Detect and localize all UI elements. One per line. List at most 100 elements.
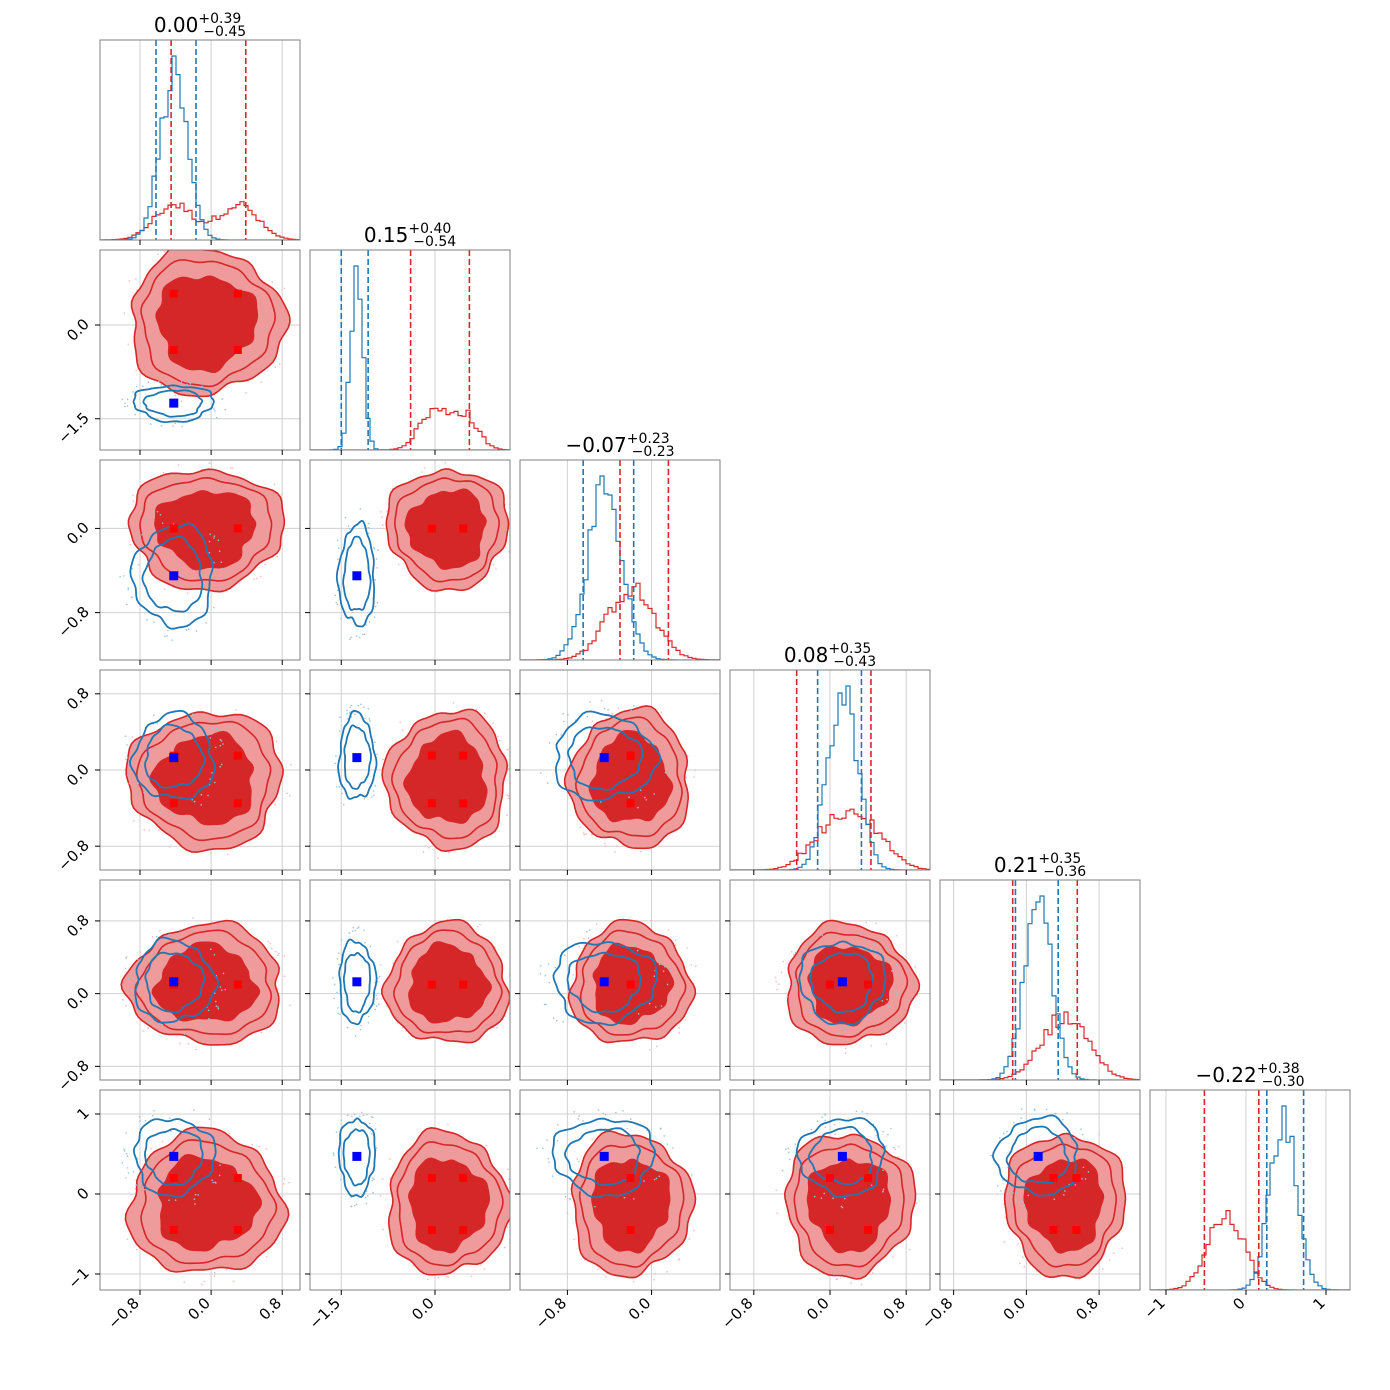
blue-sample-point bbox=[166, 635, 168, 637]
blue-sample-point bbox=[563, 720, 565, 723]
blue-sample-point bbox=[1087, 1171, 1090, 1173]
red-sample-point bbox=[579, 826, 582, 829]
blue-sample-point bbox=[554, 966, 557, 969]
blue-sample-point bbox=[363, 798, 366, 800]
blue-sample-point bbox=[136, 958, 139, 961]
red-sample-point bbox=[897, 1145, 900, 1148]
blue-sample-point bbox=[1034, 1109, 1036, 1112]
x-tick-label: −1 bbox=[1140, 1294, 1168, 1322]
red-sample-point bbox=[674, 944, 677, 947]
red-sample-point bbox=[162, 471, 165, 474]
blue-sample-point bbox=[374, 578, 377, 581]
blue-sample-point bbox=[547, 1157, 550, 1160]
blue-sample-point bbox=[186, 383, 188, 386]
red-sample-point bbox=[695, 965, 697, 967]
panel-4-1 bbox=[305, 879, 511, 1085]
red-sample-point bbox=[283, 955, 286, 957]
red-sample-point bbox=[583, 1259, 586, 1261]
y-tick-label: 0.8 bbox=[63, 684, 93, 714]
blue-contour-inner bbox=[141, 535, 204, 613]
red-sample-point bbox=[860, 1283, 863, 1286]
blue-sample-point bbox=[213, 953, 216, 956]
red-sample-point bbox=[870, 1044, 873, 1047]
panel-content bbox=[730, 670, 930, 870]
blue-sample-point bbox=[895, 964, 898, 966]
blue-sample-point bbox=[790, 962, 793, 965]
blue-sample-point bbox=[657, 958, 660, 961]
red-sample-point bbox=[452, 702, 455, 704]
red-sample-point bbox=[135, 278, 137, 280]
blue-sample-point bbox=[860, 931, 863, 933]
blue-sample-point bbox=[153, 621, 155, 623]
blue-sample-point bbox=[147, 1021, 150, 1024]
blue-sample-point bbox=[126, 398, 129, 401]
blue-contour-inner bbox=[807, 1125, 873, 1185]
blue-contour-outer bbox=[337, 1117, 377, 1198]
blue-sample-point bbox=[588, 802, 591, 804]
red-sample-point bbox=[511, 806, 513, 808]
blue-sample-point bbox=[143, 1188, 146, 1191]
red-sample-point bbox=[184, 246, 186, 248]
red-sample-point bbox=[158, 829, 160, 832]
red-sample-point bbox=[597, 1268, 600, 1271]
red-sample-point bbox=[639, 850, 642, 853]
blue-contour-inner bbox=[809, 952, 875, 1014]
red-sample-point bbox=[507, 767, 510, 770]
red-sample-point bbox=[379, 1194, 382, 1197]
x-tick-label: 0.8 bbox=[879, 1294, 909, 1324]
blue-sample-point bbox=[334, 762, 337, 765]
red-sample-point bbox=[1019, 1262, 1021, 1265]
blue-sample-point bbox=[600, 801, 602, 803]
red-sample-point bbox=[131, 736, 134, 738]
panel-content bbox=[940, 1090, 1140, 1290]
blue-sample-point bbox=[540, 772, 542, 774]
red-sample-point bbox=[139, 951, 142, 953]
blue-sample-point bbox=[200, 938, 202, 940]
red-sample-point bbox=[690, 964, 693, 966]
blue-sample-point bbox=[847, 1032, 849, 1035]
blue-sample-point bbox=[1003, 1189, 1006, 1192]
blue-sample-point bbox=[201, 1024, 204, 1026]
red-sample-point bbox=[157, 253, 159, 256]
blue-sample-point bbox=[813, 1195, 816, 1198]
blue-sample-point bbox=[220, 989, 223, 991]
blue-sample-point bbox=[349, 638, 351, 641]
blue-sample-point bbox=[645, 799, 648, 801]
red-contour-core bbox=[404, 488, 487, 570]
blue-sample-point bbox=[890, 970, 893, 972]
blue-sample-point bbox=[346, 709, 348, 712]
red-sample-point bbox=[792, 953, 795, 956]
blue-histogram bbox=[100, 55, 300, 240]
blue-contour-inner bbox=[342, 535, 372, 611]
red-sample-point bbox=[201, 1283, 203, 1286]
red-sample-point bbox=[169, 845, 171, 848]
blue-sample-point bbox=[159, 513, 162, 516]
red-sample-point bbox=[381, 1178, 384, 1180]
red-sample-point bbox=[582, 832, 585, 834]
panel-content bbox=[100, 1090, 300, 1290]
blue-sample-point bbox=[800, 1181, 802, 1184]
blue-sample-point bbox=[150, 516, 152, 519]
red-sample-point bbox=[208, 462, 211, 465]
blue-sample-point bbox=[797, 1161, 800, 1164]
blue-sample-point bbox=[217, 1006, 219, 1008]
red-contour-core bbox=[151, 941, 261, 1022]
blue-sample-point bbox=[127, 587, 130, 589]
blue-sample-point bbox=[219, 744, 222, 747]
red-sample-point bbox=[1006, 1166, 1009, 1169]
red-sample-point bbox=[479, 1264, 482, 1266]
red-sample-point bbox=[161, 1140, 164, 1143]
blue-sample-point bbox=[600, 699, 603, 702]
blue-sample-point bbox=[359, 1115, 361, 1118]
blue-sample-point bbox=[588, 929, 591, 931]
blue-sample-point bbox=[334, 1166, 337, 1169]
blue-contour-inner bbox=[343, 724, 372, 790]
blue-sample-point bbox=[132, 391, 135, 393]
panel-content bbox=[520, 1090, 720, 1290]
panel-title: 0.15+0.40 −0.54 bbox=[364, 221, 456, 250]
blue-sample-point bbox=[357, 926, 360, 928]
blue-sample-point bbox=[821, 1116, 823, 1119]
y-tick-label: 0 bbox=[73, 1184, 92, 1203]
blue-sample-point bbox=[350, 636, 352, 639]
red-sample-point bbox=[397, 563, 400, 566]
